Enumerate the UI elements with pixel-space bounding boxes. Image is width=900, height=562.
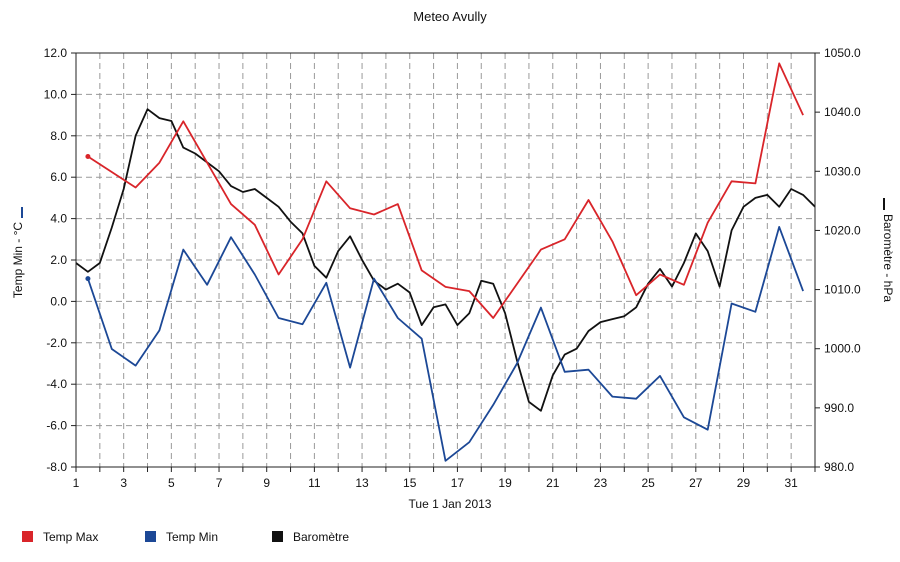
- legend-swatch: [272, 531, 283, 542]
- x-tick-label: 27: [689, 476, 703, 490]
- y-left-tick-label: -8.0: [46, 460, 67, 474]
- y-right-tick-label: 1010.0: [824, 283, 861, 297]
- y-left-tick-label: 2.0: [50, 253, 67, 267]
- legend-label: Baromètre: [293, 530, 349, 544]
- y-left-tick-label: 0.0: [50, 294, 67, 308]
- series-start-marker: [85, 154, 91, 159]
- y-right-tick-label: 980.0: [824, 460, 854, 474]
- x-tick-label: 3: [120, 476, 127, 490]
- chart-title: Meteo Avully: [413, 9, 487, 24]
- y-left-tick-label: -2.0: [46, 336, 67, 350]
- x-tick-label: 25: [641, 476, 655, 490]
- series-line: [75, 108, 816, 412]
- series-layer: [75, 62, 816, 462]
- x-tick-label: 23: [594, 476, 608, 490]
- y-axis-right-label: Baromètre - hPa: [881, 214, 895, 302]
- y-left-tick-label: 6.0: [50, 170, 67, 184]
- legend-swatch: [145, 531, 156, 542]
- y-right-tick-label: 1030.0: [824, 164, 861, 178]
- y-right-tick-label: 1040.0: [824, 105, 861, 119]
- y-left-tick-label: 12.0: [44, 46, 68, 60]
- x-tick-label: 21: [546, 476, 560, 490]
- x-tick-label: 13: [355, 476, 369, 490]
- axis-ticks: 1 3 5 7 9 11 13 15 17 19 21 23 25 27 29 3112.010.08.06.…: [44, 46, 861, 490]
- y-left-tick-label: 8.0: [50, 129, 67, 143]
- y-axis-left-label: Temp Min - °C: [11, 222, 25, 298]
- x-axis-label: Tue 1 Jan 2013: [409, 497, 492, 511]
- series-line: [87, 225, 804, 462]
- y-left-tick-label: -4.0: [46, 377, 67, 391]
- x-tick-label: 11: [308, 476, 321, 490]
- x-tick-label: 9: [263, 476, 270, 490]
- y-right-tick-label: 990.0: [824, 401, 854, 415]
- legend-label: Temp Max: [43, 530, 98, 544]
- x-tick-label: 15: [403, 476, 417, 490]
- y-right-tick-label: 1020.0: [824, 223, 861, 237]
- x-tick-label: 19: [498, 476, 512, 490]
- grid: [76, 53, 815, 467]
- y-left-tick-label: 4.0: [50, 212, 67, 226]
- x-tick-label: 17: [451, 476, 465, 490]
- y-left-tick-label: 10.0: [44, 87, 68, 101]
- legend-swatch: [22, 531, 33, 542]
- x-tick-label: 5: [168, 476, 175, 490]
- y-left-tick-label: -6.0: [46, 419, 67, 433]
- series-line: [87, 62, 804, 319]
- x-tick-label: 31: [784, 476, 798, 490]
- x-tick-label: 7: [216, 476, 223, 490]
- y-right-tick-label: 1000.0: [824, 342, 861, 356]
- y-right-tick-label: 1050.0: [824, 46, 861, 60]
- legend: Temp Max Temp Min Baromètre: [22, 530, 349, 544]
- legend-label: Temp Min: [166, 530, 218, 544]
- x-tick-label: 1: [73, 476, 80, 490]
- x-tick-label: 29: [737, 476, 751, 490]
- series-start-marker: [85, 276, 91, 282]
